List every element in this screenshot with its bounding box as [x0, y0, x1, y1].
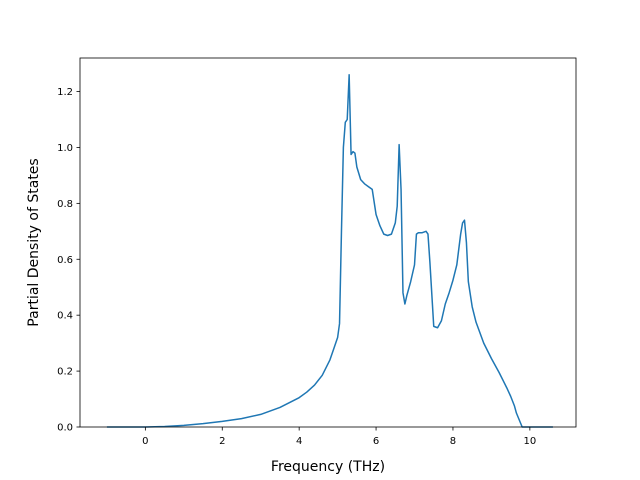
axes-frame: [79, 57, 577, 428]
y-tick-label: 0.2: [57, 367, 73, 378]
x-tick-label: 0: [142, 436, 148, 447]
y-tick-label: 1.0: [57, 143, 73, 154]
y-axis-label: Partial Density of States: [26, 158, 42, 326]
x-tick-label: 6: [373, 436, 379, 447]
y-tick-label: 0.0: [57, 423, 73, 434]
y-tick-label: 0.6: [57, 255, 73, 266]
x-tick-label: 2: [219, 436, 225, 447]
x-tick-label: 4: [296, 436, 302, 447]
y-tick-label: 1.2: [57, 87, 73, 98]
y-tick-label: 0.4: [57, 311, 73, 322]
series-line-0: [106, 74, 553, 428]
plot-area: [106, 74, 553, 428]
x-tick-label: 10: [523, 436, 536, 447]
x-tick-label: 8: [450, 436, 456, 447]
y-tick-label: 0.8: [57, 199, 73, 210]
axis-ticks: 0 2 4 6 8 10 0.0 0.2 0.4 0.6 0.8 1.0 1.2: [57, 87, 536, 447]
x-axis-label: Frequency (THz): [271, 459, 385, 475]
